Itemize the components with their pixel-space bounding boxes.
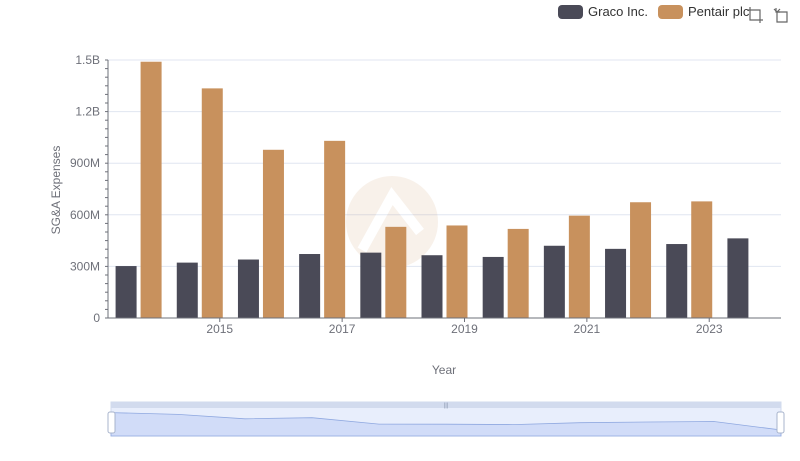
bar-pentair-plc-2021[interactable] <box>568 215 590 318</box>
watermark-logo <box>346 176 438 268</box>
zoom-handle-right[interactable] <box>776 411 785 434</box>
y-tick-label: 0 <box>93 311 100 325</box>
bar-pentair-plc-2016[interactable] <box>262 149 284 318</box>
x-tick-labels: 2015 2017 2019 2021 2023 <box>206 322 722 336</box>
bar-graco-inc--2017[interactable] <box>299 254 321 318</box>
bar-pentair-plc-2020[interactable] <box>507 228 529 318</box>
bar-pentair-plc-2018[interactable] <box>385 226 407 318</box>
x-tick-label: 2015 <box>206 322 233 336</box>
bar-graco-inc--2021[interactable] <box>543 245 565 318</box>
y-tick-label: 300M <box>70 259 100 273</box>
y-tick-label: 900M <box>70 156 100 170</box>
zoom-handle-left[interactable] <box>107 411 116 434</box>
y-tick-label: 1.5B <box>75 53 100 67</box>
y-tick-labels: 0 300M 600M 900M 1.2B 1.5B <box>70 53 100 325</box>
bar-graco-inc--2014[interactable] <box>115 266 137 318</box>
restore-icon[interactable] <box>773 6 791 24</box>
bar-graco-inc--2022[interactable] <box>605 248 627 318</box>
y-tick-label: 600M <box>70 208 100 222</box>
toolbox <box>746 6 800 24</box>
y-tick-label: 1.2B <box>75 105 100 119</box>
y-axis-title: SG&A Expenses <box>49 146 63 235</box>
x-tick-label: 2021 <box>574 322 601 336</box>
bar-graco-inc--2018[interactable] <box>360 252 382 318</box>
bar-graco-inc--2019[interactable] <box>421 255 443 318</box>
zoom-preview-area <box>110 412 782 437</box>
bar-pentair-plc-2015[interactable] <box>201 88 223 318</box>
zoom-grip-icon: ||| <box>444 403 449 409</box>
bar-graco-inc--2024[interactable] <box>727 238 749 318</box>
bar-pentair-plc-2014[interactable] <box>140 61 162 318</box>
bar-pentair-plc-2017[interactable] <box>324 140 346 318</box>
x-tick-label: 2017 <box>329 322 356 336</box>
x-axis-title: Year <box>432 363 456 377</box>
data-zoom-slider[interactable]: ||| <box>107 401 785 437</box>
legend-item-pentair[interactable]: Pentair plc <box>657 4 750 19</box>
bar-graco-inc--2016[interactable] <box>237 259 259 318</box>
legend-item-graco[interactable]: Graco Inc. <box>558 4 648 19</box>
legend-swatch-pentair <box>657 4 683 19</box>
x-tick-label: 2019 <box>451 322 478 336</box>
bar-graco-inc--2015[interactable] <box>176 262 198 318</box>
bar-graco-inc--2023[interactable] <box>666 244 688 318</box>
zoom-area-icon[interactable] <box>746 6 764 24</box>
legend: Graco Inc. Pentair plc <box>558 4 759 19</box>
axes <box>105 59 781 322</box>
bars <box>115 61 749 318</box>
bar-graco-inc--2020[interactable] <box>482 256 504 318</box>
bar-pentair-plc-2022[interactable] <box>630 202 652 318</box>
x-tick-label: 2023 <box>696 322 723 336</box>
legend-swatch-graco <box>558 4 583 19</box>
legend-label-graco: Graco Inc. <box>588 4 648 19</box>
bar-pentair-plc-2019[interactable] <box>446 225 468 318</box>
legend-label-pentair: Pentair plc <box>687 4 750 19</box>
bar-pentair-plc-2023[interactable] <box>691 201 713 318</box>
